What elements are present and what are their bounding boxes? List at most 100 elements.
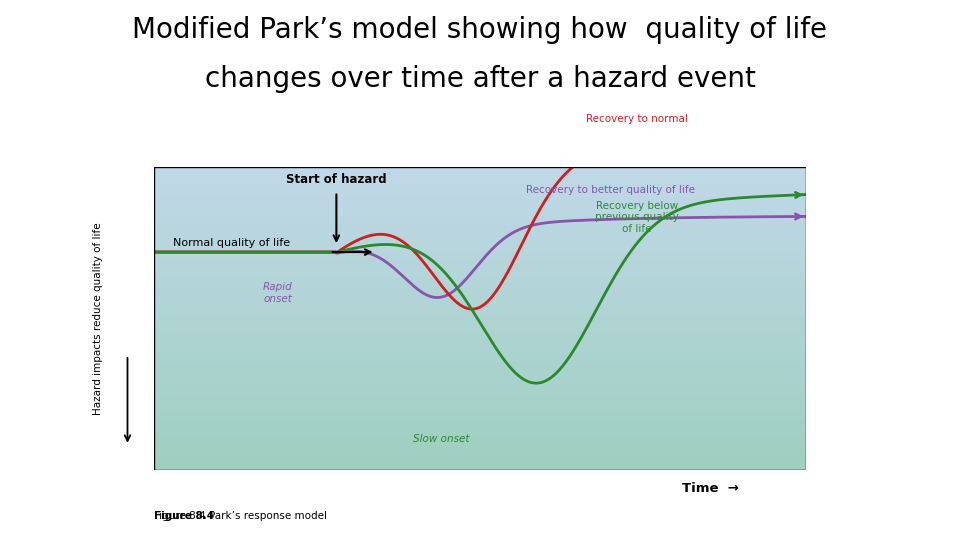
Bar — [154, 292, 806, 293]
Bar — [154, 224, 806, 225]
Bar — [154, 400, 806, 402]
Bar — [154, 393, 806, 394]
Bar — [154, 332, 806, 334]
Bar — [154, 444, 806, 446]
Bar — [154, 467, 806, 468]
Bar — [154, 325, 806, 326]
Bar — [154, 232, 806, 234]
Bar — [154, 270, 806, 272]
Bar — [154, 230, 806, 231]
Bar — [154, 311, 806, 313]
Bar — [154, 201, 806, 202]
Bar — [154, 198, 806, 199]
Bar — [154, 362, 806, 364]
Bar — [154, 432, 806, 434]
Bar — [154, 305, 806, 307]
Bar — [154, 459, 806, 461]
Bar — [154, 213, 806, 214]
Bar — [154, 388, 806, 390]
Bar — [154, 458, 806, 459]
Bar — [154, 330, 806, 332]
Bar — [154, 175, 806, 177]
Bar — [154, 302, 806, 303]
Bar — [154, 179, 806, 181]
Bar — [154, 361, 806, 362]
Bar — [154, 375, 806, 376]
Bar — [154, 423, 806, 424]
Bar — [154, 449, 806, 450]
Bar — [154, 181, 806, 183]
Bar — [154, 355, 806, 356]
Bar — [154, 346, 806, 347]
Bar — [154, 383, 806, 385]
Bar — [154, 207, 806, 208]
Bar — [154, 381, 806, 382]
Bar — [154, 178, 806, 179]
Bar — [154, 329, 806, 330]
Bar — [154, 387, 806, 388]
Bar — [154, 349, 806, 350]
Bar — [154, 428, 806, 429]
Bar — [154, 314, 806, 315]
Text: Time  →: Time → — [682, 482, 739, 495]
Bar — [154, 451, 806, 453]
Bar — [154, 210, 806, 211]
Bar — [154, 313, 806, 314]
Bar — [154, 429, 806, 430]
Bar — [154, 226, 806, 228]
Bar — [154, 275, 806, 276]
Bar — [154, 413, 806, 414]
Bar — [154, 368, 806, 370]
Bar — [154, 379, 806, 381]
Bar — [154, 446, 806, 447]
Bar — [154, 338, 806, 340]
Bar — [154, 307, 806, 308]
Bar — [154, 345, 806, 346]
Bar — [154, 367, 806, 368]
Bar — [154, 417, 806, 418]
Bar — [154, 402, 806, 403]
Bar — [154, 204, 806, 205]
Bar — [154, 288, 806, 290]
Bar — [154, 411, 806, 413]
Bar — [154, 382, 806, 383]
Bar — [154, 273, 806, 275]
Bar — [154, 256, 806, 258]
Bar — [154, 465, 806, 467]
Bar — [154, 261, 806, 262]
Bar — [154, 453, 806, 455]
Text: Start of hazard: Start of hazard — [286, 173, 387, 186]
Bar — [154, 420, 806, 421]
Bar — [154, 450, 806, 451]
Bar — [154, 421, 806, 423]
Text: Recovery below
previous quality
of life: Recovery below previous quality of life — [595, 200, 679, 234]
Bar — [154, 320, 806, 322]
Bar — [154, 303, 806, 305]
Text: Recovery to better quality of life: Recovery to better quality of life — [526, 185, 695, 195]
Text: Hazard impacts reduce quality of life: Hazard impacts reduce quality of life — [93, 222, 103, 415]
Bar — [154, 225, 806, 226]
Bar — [154, 255, 806, 256]
Bar — [154, 337, 806, 338]
Bar — [154, 370, 806, 372]
Bar — [154, 328, 806, 329]
Bar — [154, 343, 806, 345]
Bar — [154, 461, 806, 462]
Bar — [154, 202, 806, 204]
Bar — [154, 245, 806, 246]
Bar — [154, 219, 806, 220]
Bar — [154, 406, 806, 408]
Bar — [154, 415, 806, 417]
Bar — [154, 266, 806, 267]
Text: Slow onset: Slow onset — [413, 434, 469, 444]
Bar — [154, 376, 806, 377]
Bar — [154, 194, 806, 196]
Bar — [154, 456, 806, 458]
Bar — [154, 372, 806, 373]
Bar — [154, 241, 806, 243]
Bar — [154, 217, 806, 219]
Bar — [154, 196, 806, 198]
Bar — [154, 237, 806, 239]
Bar — [154, 199, 806, 201]
Bar — [154, 322, 806, 323]
